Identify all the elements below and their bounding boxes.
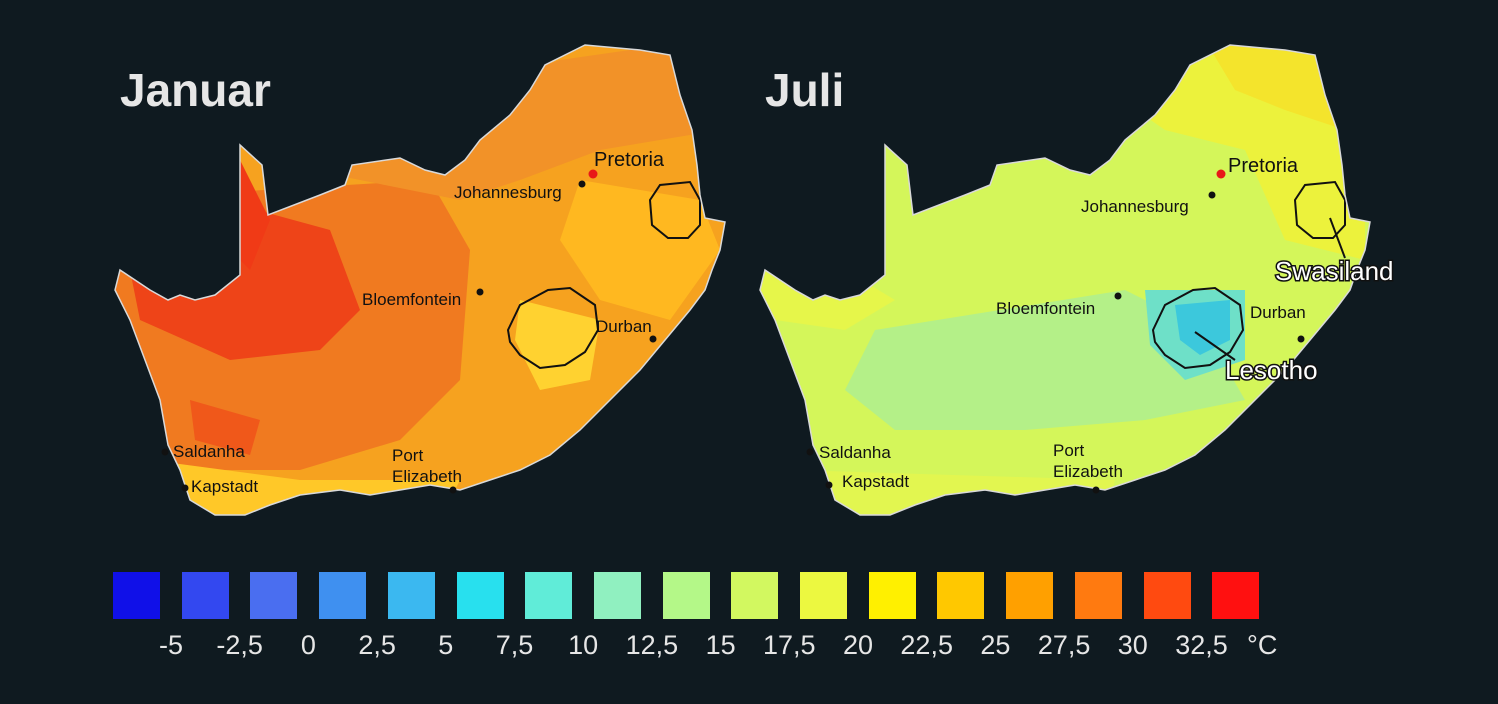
city-label-durban: Durban [596,317,652,336]
map-januar: Januar Pretoria Johannesburg Bloemfontei… [114,44,726,516]
legend-swatch [387,572,435,619]
legend-swatch [319,572,367,619]
legend-swatch [456,572,504,619]
legend-swatch [593,572,641,619]
legend-tick-label: 10 [568,630,599,660]
legend-tick-label: -5 [158,630,184,660]
legend-tick-label: 12,5 [625,630,679,660]
legend-tick-label: 22,5 [900,630,953,660]
city-dot [578,180,586,188]
capital-dot [1216,169,1226,179]
legend-tick-label: 0 [300,630,316,660]
city-dot [1297,335,1305,343]
legend-tick-label: 32,5 [1175,630,1228,660]
legend-swatch [1143,572,1191,619]
legend-swatch [731,572,779,619]
city-dot [649,335,657,343]
city-label-pretoria: Pretoria [594,149,665,171]
city-dot [181,484,189,492]
map-title: Juli [765,64,844,116]
legend-swatch [662,572,710,619]
legend-tick-label: 27,5 [1037,630,1091,660]
capital-dot [588,169,598,179]
legend-unit: °C [1247,630,1278,660]
legend-swatch [1074,572,1122,619]
city-dot [476,288,484,296]
legend-tick-label: 5 [438,630,454,660]
city-label-elizabeth: Elizabeth [392,467,462,486]
city-label-kapstadt: Kapstadt [191,477,258,496]
lesotho-leader-line [1194,331,1236,361]
city-label-saldanha: Saldanha [173,442,245,461]
city-label-johannesburg: Johannesburg [454,183,562,202]
legend-swatch [181,572,229,619]
city-label-johannesburg: Johannesburg [1081,197,1189,216]
legend-swatch [1006,572,1054,619]
city-dot [1208,191,1216,199]
city-dot [1114,292,1122,300]
city-dot [806,448,814,456]
legend-swatch [800,572,847,619]
legend-swatch [250,572,298,619]
city-label-saldanha: Saldanha [819,443,891,462]
legend-swatch [113,572,160,619]
legend-swatch [1212,572,1260,619]
city-label-kapstadt: Kapstadt [842,472,909,491]
city-label-durban: Durban [1250,303,1306,322]
legend-swatch [525,572,573,619]
map-title: Januar [120,64,271,116]
map-juli: Juli Pretoria Johannesburg Bloemfontein … [759,44,1395,516]
legend-tick-label: 15 [705,630,736,660]
city-dot [161,448,169,456]
region-label-lesotho: Lesotho [1225,355,1318,385]
swaziland-leader-line [1329,217,1346,259]
city-label-port: Port [392,446,423,465]
city-dot [825,481,833,489]
legend-swatch [868,572,916,619]
legend-tick-label: 7,5 [495,630,534,660]
legend-swatch [937,572,985,619]
city-dot [1092,486,1100,494]
city-label-bloemfontein: Bloemfontein [362,290,461,309]
temperature-legend: -5 -2,5 0 2,5 5 7,5 10 12,5 15 17,5 20 22,5 25 27,5 30… [113,572,1313,662]
legend-tick-label: 25 [980,630,1011,660]
legend-tick-label: 2,5 [358,630,396,660]
city-label-port: Port [1053,441,1084,460]
region-label-swasiland: Swasiland [1275,256,1394,286]
city-label-pretoria: Pretoria [1228,155,1299,177]
city-label-elizabeth: Elizabeth [1053,462,1123,481]
city-dot [449,486,457,494]
legend-tick-label: 20 [842,630,874,660]
city-label-bloemfontein: Bloemfontein [996,299,1095,318]
legend-tick-label: -2,5 [216,630,263,660]
legend-tick-label: 17,5 [763,630,816,660]
legend-tick-label: 30 [1117,630,1148,660]
